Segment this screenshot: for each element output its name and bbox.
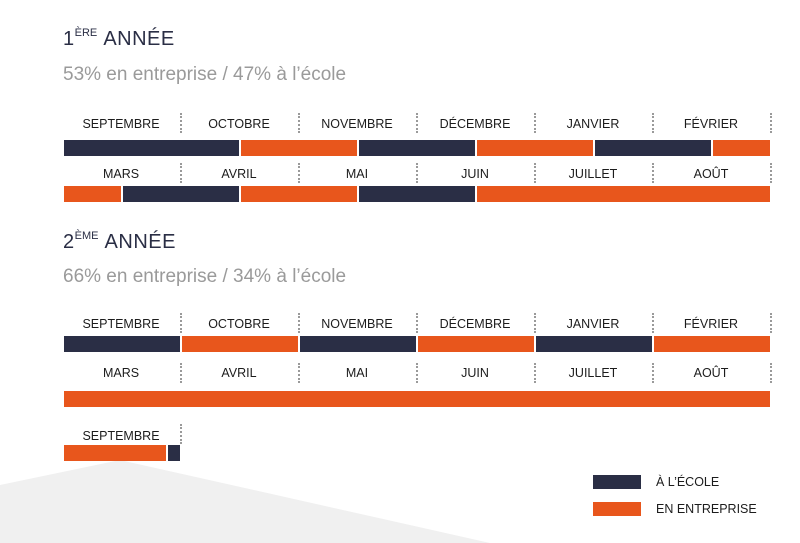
month-label-y2-r2-4: JUILLET	[568, 366, 618, 380]
month-label-y1-r1-0: SEPTEMBRE	[82, 117, 160, 131]
month-label-y1-r1-2: NOVEMBRE	[321, 117, 393, 131]
month-label-y2-r1-2: NOVEMBRE	[321, 317, 393, 331]
month-label-y1-r2-4: JUILLET	[568, 167, 618, 181]
month-separator	[298, 113, 300, 133]
month-separator	[298, 363, 300, 383]
month-label-y1-r2-5: AOÛT	[693, 167, 729, 181]
month-label-y1-r1-3: DÉCEMBRE	[439, 117, 511, 131]
bar-segment-entreprise	[64, 186, 121, 202]
month-label-y2-r1-1: OCTOBRE	[208, 317, 270, 331]
month-separator	[180, 113, 182, 133]
month-separator	[416, 113, 418, 133]
bar-segment-ecole	[536, 336, 652, 352]
month-label-y2-r2-1: AVRIL	[221, 366, 257, 380]
month-separator	[416, 363, 418, 383]
month-label-y1-r2-3: JUIN	[461, 167, 489, 181]
month-separator	[416, 313, 418, 333]
month-label-y2-r1-0: SEPTEMBRE	[82, 317, 160, 331]
year1-title-word: ANNÉE	[103, 28, 175, 50]
month-label-y1-r1-4: JANVIER	[566, 117, 620, 131]
bar-segment-entreprise	[241, 186, 357, 202]
bar-segment-ecole	[123, 186, 239, 202]
month-label-y1-r2-2: MAI	[345, 167, 369, 181]
bar-segment-entreprise	[64, 445, 166, 461]
month-separator	[652, 363, 654, 383]
legend-label-ecole: À L’ÉCOLE	[656, 475, 720, 489]
month-separator	[534, 313, 536, 333]
legend-swatch-entreprise	[593, 502, 641, 516]
bar-segment-entreprise	[418, 336, 534, 352]
bar-segment-entreprise	[182, 336, 298, 352]
month-separator	[180, 363, 182, 383]
month-label-y2-r3-0: SEPTEMBRE	[82, 429, 160, 443]
month-separator	[534, 163, 536, 183]
bar-segment-entreprise	[477, 186, 770, 202]
year2-title-suffix: ÈME	[74, 230, 99, 242]
year2-title-word: ANNÉE	[104, 231, 176, 253]
bar-segment-ecole	[359, 186, 475, 202]
month-label-y2-r1-4: JANVIER	[566, 317, 620, 331]
bar-segment-entreprise	[477, 140, 593, 156]
bar-segment-ecole	[64, 140, 239, 156]
month-label-y2-r2-0: MARS	[102, 366, 140, 380]
year2-title: 2ÈME ANNÉE	[63, 230, 176, 254]
month-label-y2-r1-3: DÉCEMBRE	[439, 317, 511, 331]
month-separator	[180, 424, 182, 444]
month-separator	[770, 363, 772, 383]
year1-title-suffix: ÈRE	[74, 27, 98, 39]
year1-title: 1ÈRE ANNÉE	[63, 27, 175, 51]
month-separator	[534, 363, 536, 383]
bar-segment-ecole	[300, 336, 416, 352]
month-separator	[298, 313, 300, 333]
month-label-y1-r1-5: FÉVRIER	[683, 117, 739, 131]
month-separator	[652, 163, 654, 183]
month-label-y2-r2-5: AOÛT	[693, 366, 729, 380]
month-separator	[770, 163, 772, 183]
month-separator	[652, 313, 654, 333]
month-separator	[416, 163, 418, 183]
bar-segment-ecole	[167, 445, 180, 461]
month-separator	[770, 113, 772, 133]
year1-subtitle: 53% en entreprise / 47% à l’école	[63, 64, 347, 85]
bar-segment-ecole	[359, 140, 475, 156]
legend-swatch-ecole	[593, 475, 641, 489]
month-label-y2-r1-5: FÉVRIER	[683, 317, 739, 331]
month-separator	[180, 163, 182, 183]
bar-segment-entreprise	[241, 140, 357, 156]
month-separator	[534, 113, 536, 133]
bar-segment-entreprise	[64, 391, 770, 407]
year1-title-number: 1	[63, 28, 75, 50]
year2-subtitle: 66% en entreprise / 34% à l’école	[63, 266, 347, 287]
month-label-y2-r2-3: JUIN	[461, 366, 489, 380]
month-label-y1-r2-1: AVRIL	[221, 167, 257, 181]
bar-segment-ecole	[64, 336, 180, 352]
bar-segment-entreprise	[654, 336, 770, 352]
year2-title-number: 2	[63, 231, 75, 253]
month-separator	[770, 313, 772, 333]
bar-segment-ecole	[595, 140, 711, 156]
month-label-y1-r1-1: OCTOBRE	[208, 117, 270, 131]
legend-label-entreprise: EN ENTREPRISE	[656, 502, 757, 516]
month-separator	[180, 313, 182, 333]
bar-segment-entreprise	[713, 140, 770, 156]
month-label-y2-r2-2: MAI	[345, 366, 369, 380]
month-separator	[652, 113, 654, 133]
month-separator	[298, 163, 300, 183]
month-label-y1-r2-0: MARS	[102, 167, 140, 181]
